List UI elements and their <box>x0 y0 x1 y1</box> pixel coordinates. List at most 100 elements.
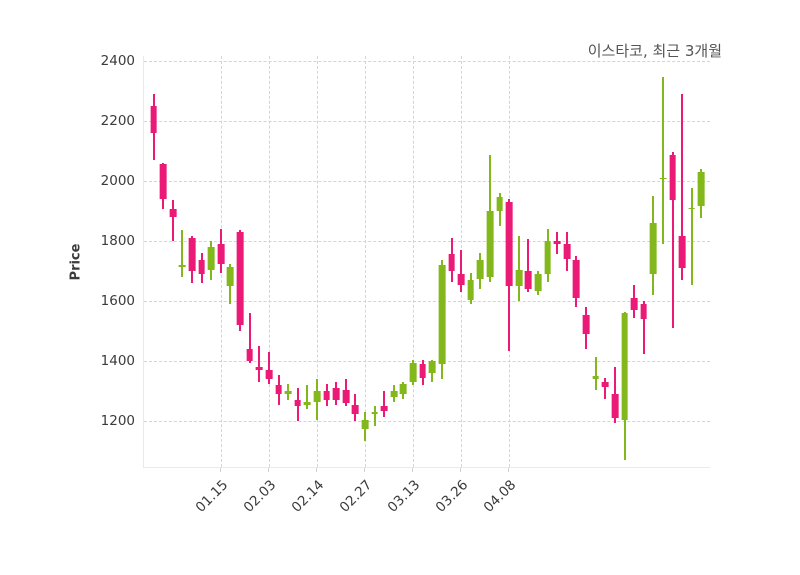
candle-body <box>467 280 475 300</box>
candle-body <box>621 313 628 420</box>
x-axis-tickmark <box>508 468 510 472</box>
candle-body <box>515 269 523 287</box>
candle-body <box>371 412 378 414</box>
x-axis-tickmark <box>412 468 414 472</box>
candle-body <box>179 265 186 267</box>
candle-body <box>361 419 369 429</box>
candle-wick <box>527 239 530 293</box>
candle-wick <box>306 385 309 410</box>
x-axis-tick-label: 02.03 <box>240 477 280 516</box>
candle-body <box>323 391 330 401</box>
candle-body <box>601 382 609 387</box>
candle-body <box>534 274 542 291</box>
plot-area <box>143 56 710 468</box>
candle-body <box>236 231 244 326</box>
candle-wick <box>671 152 674 329</box>
candle-body <box>275 385 282 395</box>
x-axis-tick-label: 01.15 <box>192 477 232 516</box>
gridline-horizontal <box>144 240 710 242</box>
candle-wick <box>267 352 270 384</box>
candle-wick <box>460 249 463 293</box>
candle-body <box>525 271 532 290</box>
x-axis-tick-label: 04.08 <box>480 477 520 516</box>
candle-wick <box>517 236 520 302</box>
gridline-horizontal <box>144 421 710 423</box>
candle-body <box>448 254 455 271</box>
candle-body <box>198 260 206 275</box>
candle-body <box>150 105 157 133</box>
candle-body <box>227 266 234 287</box>
candle-body <box>313 391 321 402</box>
candle-wick <box>681 93 684 281</box>
candle-body <box>544 240 551 275</box>
x-axis-tickmark <box>460 468 462 472</box>
candles-layer <box>144 56 710 467</box>
y-axis-tick-label: 2000 <box>100 172 135 189</box>
candle-body <box>582 314 590 335</box>
candle-body <box>284 391 292 395</box>
candle-wick <box>171 200 174 241</box>
candle-body <box>428 361 436 374</box>
x-axis-tickmark <box>364 468 366 472</box>
gridline-vertical <box>268 56 270 467</box>
candle-body <box>390 391 398 398</box>
candle-wick <box>661 77 664 244</box>
candle-body <box>400 383 407 395</box>
x-axis-tickmark <box>267 468 269 472</box>
candle-body <box>188 237 196 272</box>
y-axis-tick-label: 1400 <box>100 353 135 370</box>
candle-body <box>457 274 465 285</box>
candle-body <box>649 222 657 274</box>
gridline-horizontal <box>144 60 710 62</box>
y-axis-tick-labels: 1200 1400 1600 1800 2000 2200 2400 <box>90 0 135 575</box>
candle-wick <box>642 301 645 354</box>
candle-body <box>573 260 580 299</box>
candle-body <box>246 349 254 362</box>
candle-body <box>207 246 215 270</box>
candle-body <box>630 298 638 311</box>
candle-body <box>698 171 705 207</box>
candle-body <box>304 401 311 405</box>
gridline-vertical <box>316 56 318 467</box>
x-axis-tickmark <box>315 468 317 472</box>
candle-wick <box>181 230 184 278</box>
candle-wick <box>248 313 251 363</box>
candle-body <box>265 370 273 380</box>
chart-title: 이스타코, 최근 3개월 <box>587 42 722 60</box>
candle-body <box>438 265 446 365</box>
candle-body <box>496 197 503 211</box>
x-axis-tick-label: 02.27 <box>336 477 376 516</box>
y-axis-tick-label: 1600 <box>100 293 135 310</box>
candle-body <box>505 201 513 287</box>
candle-wick <box>383 391 386 417</box>
candle-wick <box>373 406 376 426</box>
candle-wick <box>258 346 261 383</box>
candle-body <box>688 207 696 210</box>
candle-body <box>592 376 600 380</box>
candle-body <box>332 388 340 401</box>
candle-body <box>169 209 177 217</box>
x-axis-tick-label: 02.14 <box>288 477 328 516</box>
candle-body <box>669 155 676 201</box>
gridline-vertical <box>365 56 367 467</box>
gridline-vertical <box>413 56 415 467</box>
gridline-horizontal <box>144 180 710 182</box>
y-axis-tick-label: 2400 <box>100 52 135 69</box>
candle-body <box>678 236 686 268</box>
gridline-horizontal <box>144 361 710 363</box>
candle-body <box>476 260 484 279</box>
y-axis-tick-label: 2200 <box>100 112 135 129</box>
candle-body <box>159 164 167 199</box>
candle-body <box>659 177 667 180</box>
gridline-horizontal <box>144 120 710 122</box>
candle-wick <box>604 377 607 399</box>
gridline-horizontal <box>144 301 710 303</box>
candle-body <box>255 367 263 371</box>
candle-body <box>294 400 302 407</box>
candle-body <box>611 394 619 419</box>
candle-body <box>352 404 359 414</box>
x-axis-tickmark <box>219 468 221 472</box>
x-axis-tick-label: 03.26 <box>432 477 472 516</box>
